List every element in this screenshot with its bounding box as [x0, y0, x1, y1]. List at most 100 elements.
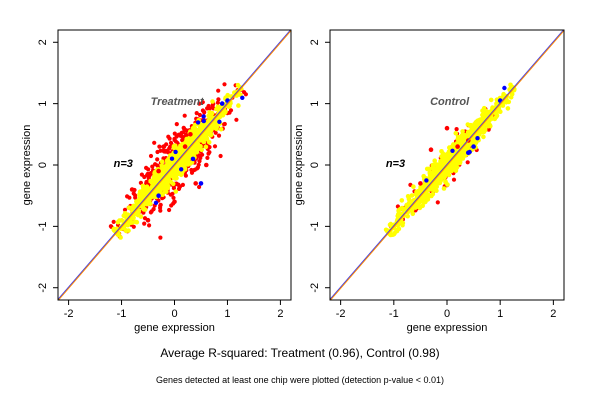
data-point [219, 101, 225, 106]
data-point [174, 154, 179, 160]
data-point [142, 207, 148, 212]
data-point [180, 138, 185, 143]
data-point [204, 162, 209, 168]
data-point [164, 184, 169, 190]
data-point [161, 144, 167, 149]
data-point [482, 114, 487, 119]
data-point [166, 163, 172, 169]
data-point [195, 120, 201, 125]
data-point [214, 106, 219, 112]
data-point [193, 181, 198, 186]
data-point [213, 130, 218, 135]
data-point [129, 187, 135, 192]
data-point [504, 98, 509, 103]
data-point [207, 150, 212, 155]
x-tick-label: 2 [277, 308, 283, 320]
plot-area [58, 30, 291, 300]
data-point [152, 140, 157, 145]
data-point [435, 200, 440, 205]
data-point [152, 169, 158, 175]
x-axis-label: gene expression [407, 322, 488, 334]
data-point [493, 114, 499, 120]
data-point [127, 195, 132, 200]
data-point [159, 159, 165, 164]
data-point [505, 106, 511, 111]
data-point [443, 180, 448, 185]
data-point [228, 108, 234, 113]
data-point [207, 110, 212, 115]
data-point [184, 136, 189, 142]
data-point [172, 136, 177, 141]
data-point [123, 212, 129, 217]
data-point [424, 192, 430, 198]
data-point [234, 117, 239, 122]
data-point [134, 219, 140, 225]
data-point [170, 181, 176, 187]
data-point [167, 136, 172, 141]
reference-line [58, 30, 291, 300]
data-point [181, 130, 186, 135]
data-point [433, 184, 439, 189]
reference-line [330, 30, 564, 300]
data-point [214, 126, 219, 132]
y-tick-label: 0 [309, 162, 321, 168]
data-point [156, 168, 161, 174]
data-point [195, 143, 200, 148]
data-point [502, 85, 507, 91]
data-point [411, 184, 416, 189]
data-point [197, 101, 202, 106]
data-point [196, 162, 201, 167]
data-point [155, 163, 160, 168]
data-point [471, 144, 476, 149]
data-point [155, 157, 160, 162]
data-point [450, 148, 455, 153]
scatter-panel-control: -2 -1 0 1 2 -2 -1 0 1 2 gene expression gene expres… [293, 29, 565, 334]
data-point [153, 200, 159, 205]
data-point [210, 102, 215, 108]
data-point [172, 199, 177, 205]
x-tick-label: 0 [444, 308, 450, 320]
data-point [182, 144, 188, 149]
data-point [434, 188, 439, 193]
data-point [460, 129, 465, 134]
data-point [221, 122, 227, 127]
data-point [424, 166, 430, 172]
data-point [147, 187, 153, 192]
x-tick-label: -2 [64, 308, 74, 320]
data-point [157, 144, 162, 149]
y-tick-label: 1 [37, 101, 49, 107]
y-tick-label: -2 [309, 283, 321, 293]
data-point [207, 106, 212, 111]
reference-line [330, 30, 564, 300]
data-point [178, 133, 183, 138]
data-point [148, 153, 154, 159]
data-point [406, 201, 412, 207]
data-point [216, 88, 221, 93]
r-squared-caption: Average R-squared: Treatment (0.96), Con… [160, 346, 440, 360]
data-point [459, 153, 464, 158]
x-tick-label: 1 [224, 308, 230, 320]
data-point [195, 166, 200, 171]
data-point [169, 203, 174, 208]
data-point [474, 124, 479, 130]
data-point [144, 179, 149, 185]
data-point [197, 184, 202, 190]
data-point [183, 128, 189, 133]
data-point [443, 158, 449, 163]
data-point [451, 177, 457, 182]
reference-line [58, 30, 291, 300]
data-point [144, 165, 149, 170]
data-point [467, 149, 472, 155]
x-tick-label: 1 [497, 308, 503, 320]
data-point [174, 122, 179, 127]
data-point [487, 122, 493, 128]
data-point [177, 184, 183, 189]
data-point [432, 158, 438, 163]
n-annotation: n=3 [114, 158, 133, 170]
data-point [167, 207, 172, 213]
data-point [475, 136, 480, 141]
data-point [413, 192, 419, 197]
y-axis-label: gene expression [293, 125, 305, 206]
data-point [168, 192, 173, 197]
data-point [151, 194, 156, 199]
